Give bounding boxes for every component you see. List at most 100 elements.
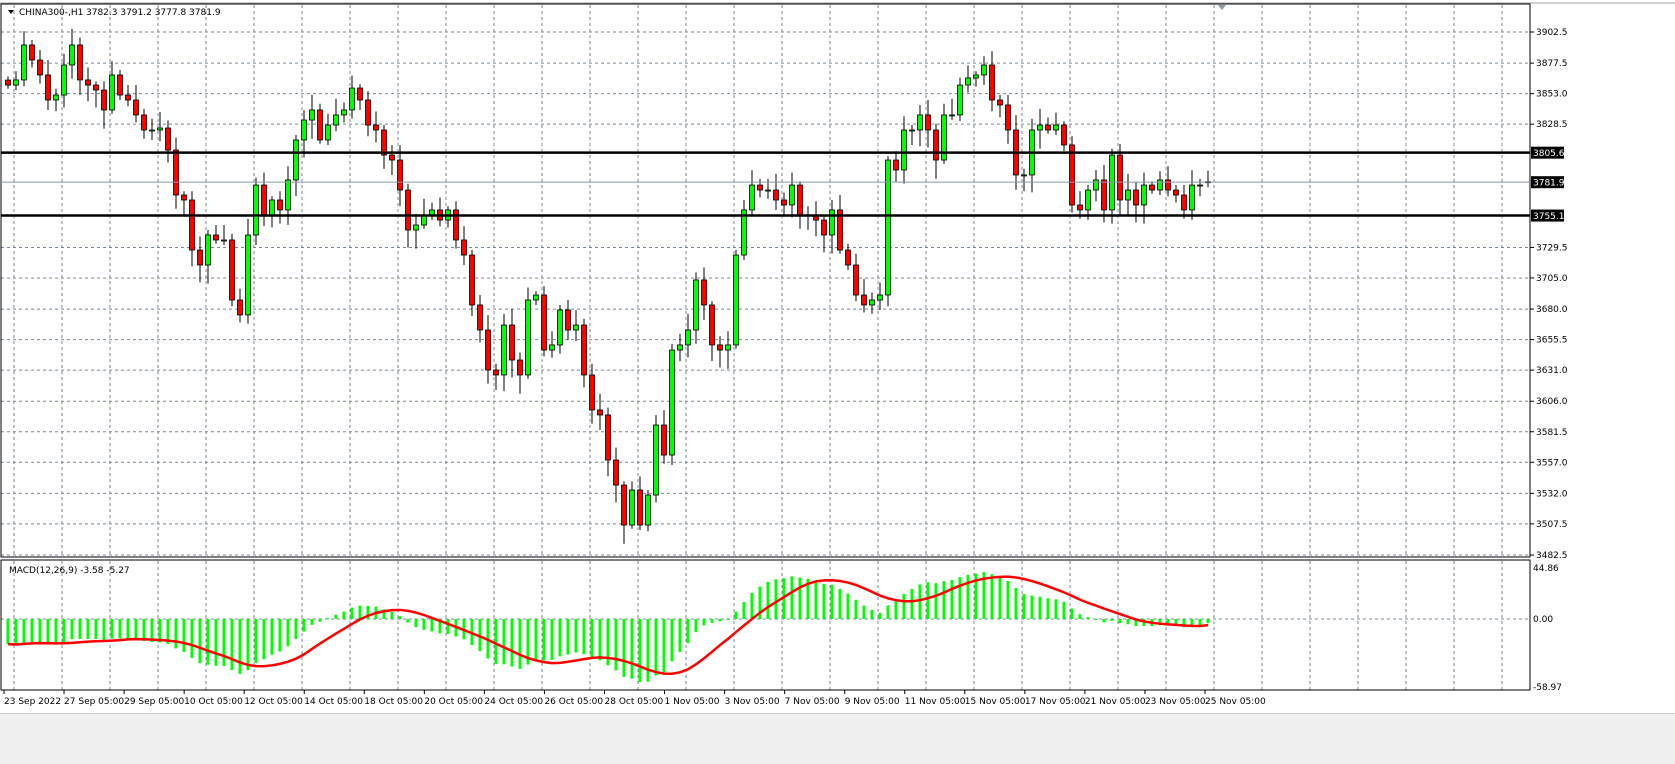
candle-bullish bbox=[69, 44, 75, 66]
candle-bearish bbox=[237, 299, 243, 316]
macd-histogram-bar bbox=[510, 619, 514, 667]
macd-histogram-bar bbox=[718, 619, 722, 622]
time-tick-label: 7 Nov 05:00 bbox=[785, 697, 840, 707]
candle-bearish bbox=[1061, 124, 1067, 146]
time-tick-label: 12 Oct 05:00 bbox=[244, 697, 303, 707]
candle-bearish bbox=[1181, 194, 1187, 211]
candle-bullish bbox=[957, 84, 963, 116]
candle-bearish bbox=[213, 234, 219, 241]
macd-histogram-bar bbox=[814, 580, 818, 619]
macd-histogram-bar bbox=[54, 619, 58, 645]
candle-bullish bbox=[901, 129, 907, 171]
macd-histogram-bar bbox=[1102, 619, 1106, 623]
time-axis: 23 Sep 2022 27 Sep 05:00 29 Sep 05:00 10 Oc… bbox=[3, 690, 1266, 707]
macd-histogram-bar bbox=[966, 574, 970, 619]
macd-histogram-bar bbox=[566, 619, 570, 655]
macd-histogram-bar bbox=[1110, 619, 1114, 622]
time-tick-label: 3 Nov 05:00 bbox=[725, 697, 780, 707]
candle-bearish bbox=[357, 87, 363, 101]
macd-histogram-bar bbox=[326, 618, 330, 620]
candle-bullish bbox=[429, 209, 435, 216]
macd-histogram-bar bbox=[6, 619, 10, 645]
candle-bearish bbox=[77, 44, 83, 81]
candle-bullish bbox=[109, 74, 115, 111]
candle-bullish bbox=[965, 77, 971, 86]
price-tick-label: 3655.5 bbox=[1536, 336, 1568, 346]
candle-bearish bbox=[469, 254, 475, 306]
candle-bearish bbox=[757, 184, 763, 191]
candle-bullish bbox=[61, 64, 67, 96]
candle-bearish bbox=[93, 84, 99, 91]
time-tick-label: 24 Oct 05:00 bbox=[484, 697, 543, 707]
candle-bearish bbox=[893, 159, 899, 171]
triangle-down-icon[interactable] bbox=[8, 10, 14, 14]
candle-bearish bbox=[821, 219, 827, 236]
candle-bullish bbox=[285, 179, 291, 211]
macd-histogram-bar bbox=[1182, 619, 1186, 628]
macd-histogram-bar bbox=[110, 619, 114, 639]
candle-bullish bbox=[725, 344, 731, 351]
candle-bearish bbox=[173, 149, 179, 196]
candle-bullish bbox=[533, 294, 539, 301]
macd-histogram-bar bbox=[214, 619, 218, 666]
candle-bearish bbox=[637, 489, 643, 526]
ohlc-label: 3782.3 3791.2 3777.8 3781.9 bbox=[86, 8, 221, 18]
macd-histogram-bar bbox=[1022, 593, 1026, 619]
macd-histogram-bar bbox=[1094, 618, 1098, 620]
candle-bearish bbox=[781, 199, 787, 206]
horizontal-levels[interactable]: 3805.6 3755.1 3781.9 bbox=[1, 146, 1565, 222]
time-tick-label: 27 Sep 05:00 bbox=[64, 697, 124, 707]
candle-bearish bbox=[997, 99, 1003, 106]
macd-histogram-bar bbox=[302, 619, 306, 632]
macd-histogram-bar bbox=[30, 619, 34, 642]
macd-histogram-bar bbox=[334, 614, 338, 619]
macd-histogram-bar bbox=[670, 619, 674, 662]
candle-bearish bbox=[613, 459, 619, 486]
price-tick-label: 3828.5 bbox=[1536, 120, 1568, 130]
macd-histogram-bar bbox=[294, 619, 298, 639]
candle-bearish bbox=[1045, 124, 1051, 131]
macd-histogram-bar bbox=[694, 619, 698, 633]
candle-bearish bbox=[45, 74, 51, 101]
macd-histogram-bar bbox=[230, 619, 234, 671]
time-tick-label: 17 Nov 05:00 bbox=[1025, 697, 1086, 707]
chart-canvas[interactable]: 3805.6 3755.1 3781.9 3902.5 3877.5 3853.0 382… bbox=[0, 0, 1675, 713]
candle-bearish bbox=[589, 374, 595, 411]
time-tick-label: 15 Nov 05:00 bbox=[965, 697, 1026, 707]
chart-shift-marker-icon[interactable] bbox=[1218, 5, 1226, 10]
time-tick-label: 23 Sep 2022 bbox=[4, 697, 61, 707]
macd-histogram-bar bbox=[686, 619, 690, 644]
macd-tick-label: 0.00 bbox=[1533, 615, 1553, 625]
macd-histogram-bar bbox=[430, 619, 434, 632]
candle-bullish bbox=[525, 299, 531, 376]
macd-histogram-bar bbox=[1070, 608, 1074, 619]
macd-histogram-bar bbox=[1046, 598, 1050, 619]
macd-histogram-bar bbox=[318, 619, 322, 622]
candle-bearish bbox=[277, 199, 283, 211]
candle-bearish bbox=[933, 129, 939, 161]
candle-bearish bbox=[605, 414, 611, 461]
candle-bearish bbox=[1149, 184, 1155, 191]
candle-bearish bbox=[117, 74, 123, 96]
macd-signal-line bbox=[7, 575, 1209, 676]
macd-histogram-bar bbox=[918, 584, 922, 619]
candle-bullish bbox=[1157, 179, 1163, 191]
candle-bullish bbox=[1037, 124, 1043, 131]
macd-histogram-bar bbox=[246, 619, 250, 671]
candle-bearish bbox=[29, 44, 35, 61]
macd-histogram-bar bbox=[1134, 619, 1138, 627]
macd-histogram-bar bbox=[862, 605, 866, 619]
macd-histogram-bar bbox=[982, 572, 986, 619]
candle-bearish bbox=[373, 124, 379, 131]
candle-bearish bbox=[1077, 204, 1083, 211]
macd-histogram-bar bbox=[62, 619, 66, 643]
candle-bearish bbox=[565, 309, 571, 331]
macd-histogram-bar bbox=[854, 599, 858, 619]
macd-histogram-bar bbox=[446, 619, 450, 634]
price-tick-label: 3507.5 bbox=[1536, 520, 1568, 530]
macd-histogram-bar bbox=[998, 576, 1002, 619]
candle-bearish bbox=[717, 344, 723, 351]
candle-bearish bbox=[37, 59, 43, 76]
macd-histogram-bar bbox=[198, 619, 202, 664]
candle-bearish bbox=[125, 94, 131, 101]
